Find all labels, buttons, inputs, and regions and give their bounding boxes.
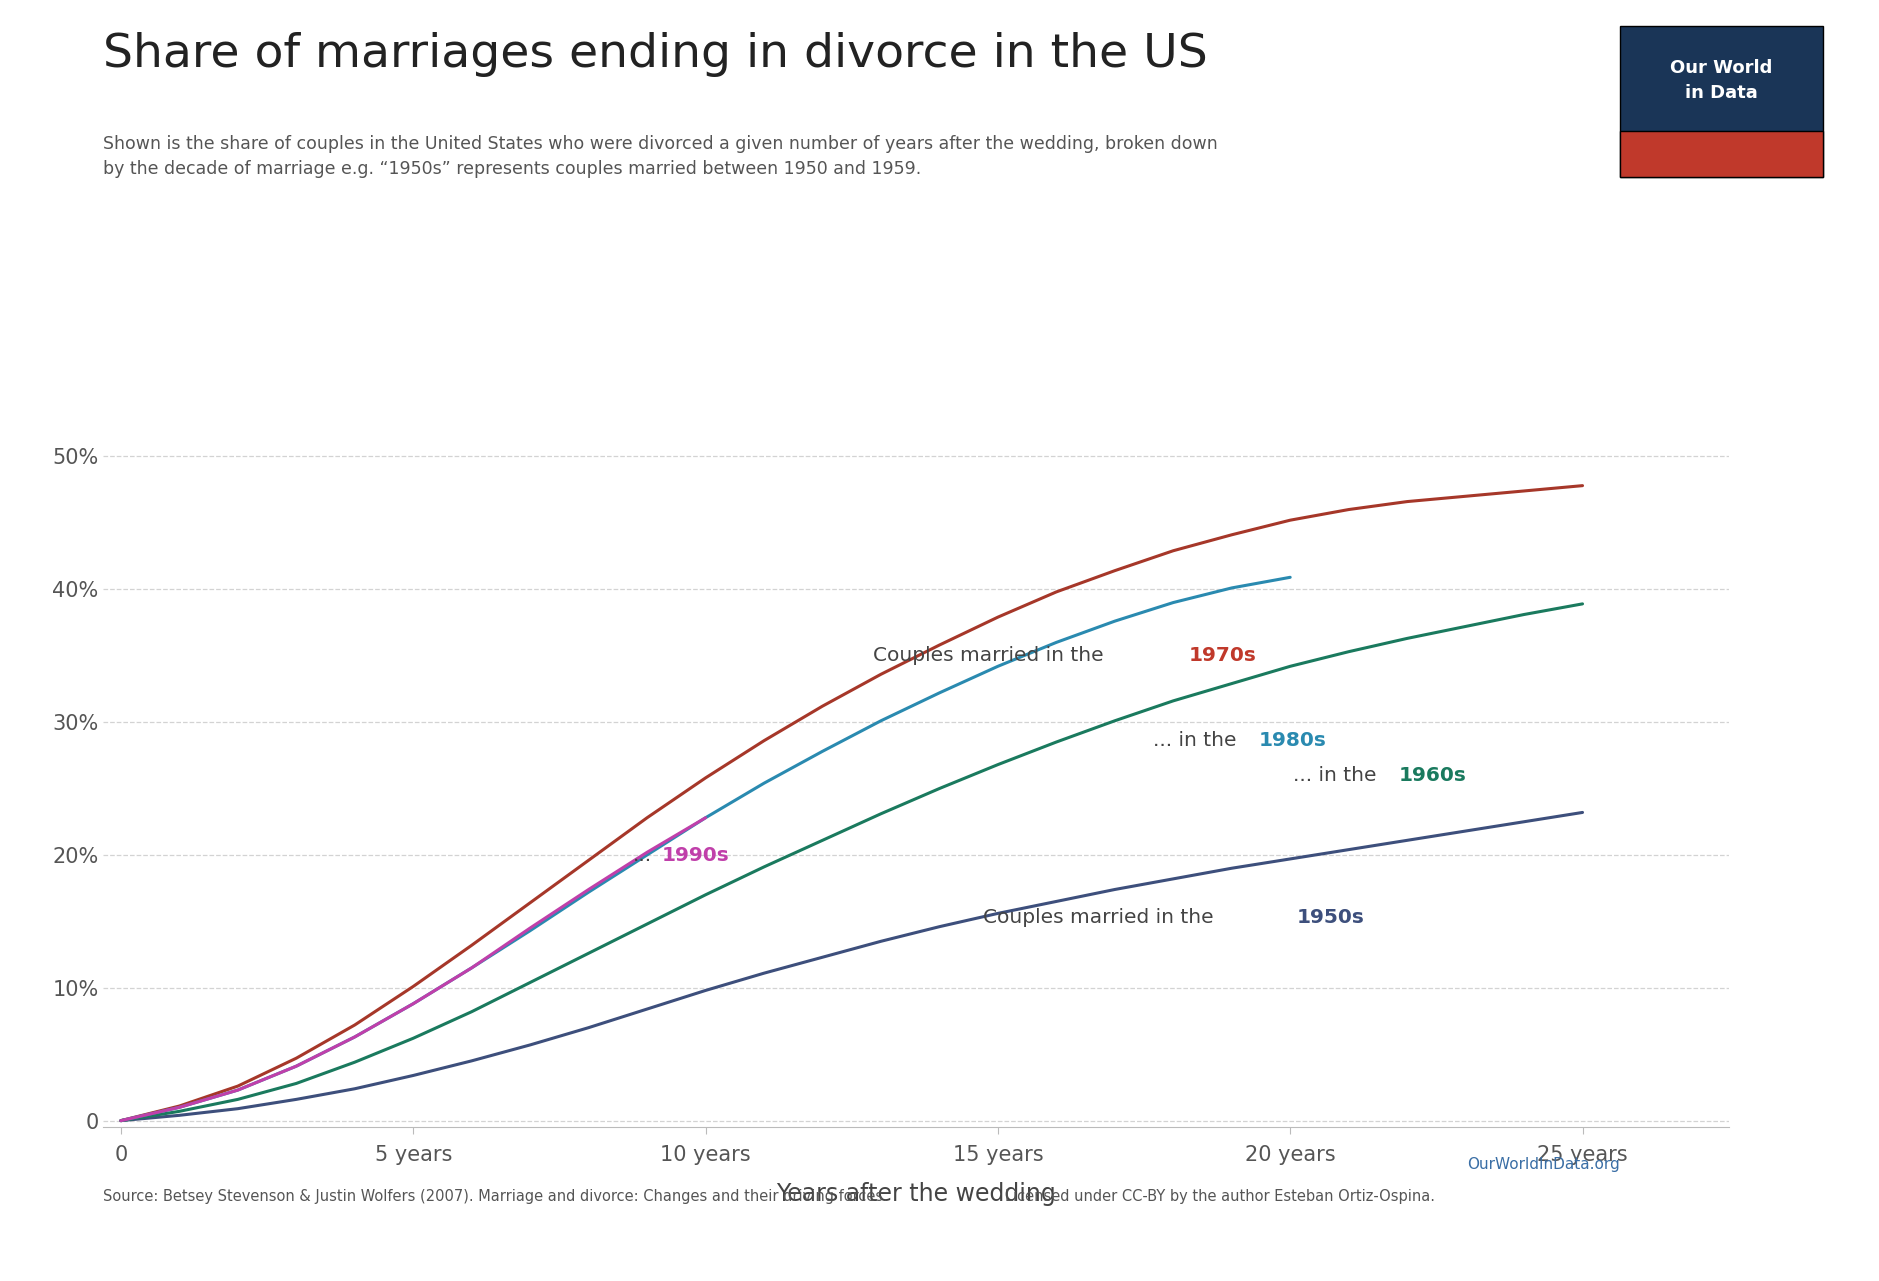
Text: Licensed under CC-BY by the author Esteban Ortiz-Ospina.: Licensed under CC-BY by the author Esteb…	[1005, 1189, 1436, 1204]
Text: Our World
in Data: Our World in Data	[1670, 59, 1772, 101]
Text: ...: ...	[633, 845, 652, 865]
Text: ... in the: ... in the	[1293, 766, 1383, 785]
Text: Source: Betsey Stevenson & Justin Wolfers (2007). Marriage and divorce: Changes : Source: Betsey Stevenson & Justin Wolfer…	[103, 1189, 889, 1204]
Text: 1960s: 1960s	[1398, 766, 1466, 785]
Text: Shown is the share of couples in the United States who were divorced a given num: Shown is the share of couples in the Uni…	[103, 135, 1218, 178]
Text: 1980s: 1980s	[1259, 730, 1327, 749]
Text: Couples married in the: Couples married in the	[983, 908, 1219, 926]
X-axis label: Years after the wedding: Years after the wedding	[776, 1182, 1056, 1205]
Text: 1950s: 1950s	[1297, 908, 1364, 926]
FancyBboxPatch shape	[1620, 132, 1823, 177]
FancyBboxPatch shape	[1620, 26, 1823, 177]
Text: Couples married in the: Couples married in the	[874, 646, 1110, 665]
Text: 1970s: 1970s	[1188, 646, 1257, 665]
Text: OurWorldInData.org: OurWorldInData.org	[1467, 1157, 1620, 1172]
Text: Share of marriages ending in divorce in the US: Share of marriages ending in divorce in …	[103, 32, 1208, 77]
Text: 1990s: 1990s	[661, 845, 729, 865]
Text: ... in the: ... in the	[1154, 730, 1244, 749]
